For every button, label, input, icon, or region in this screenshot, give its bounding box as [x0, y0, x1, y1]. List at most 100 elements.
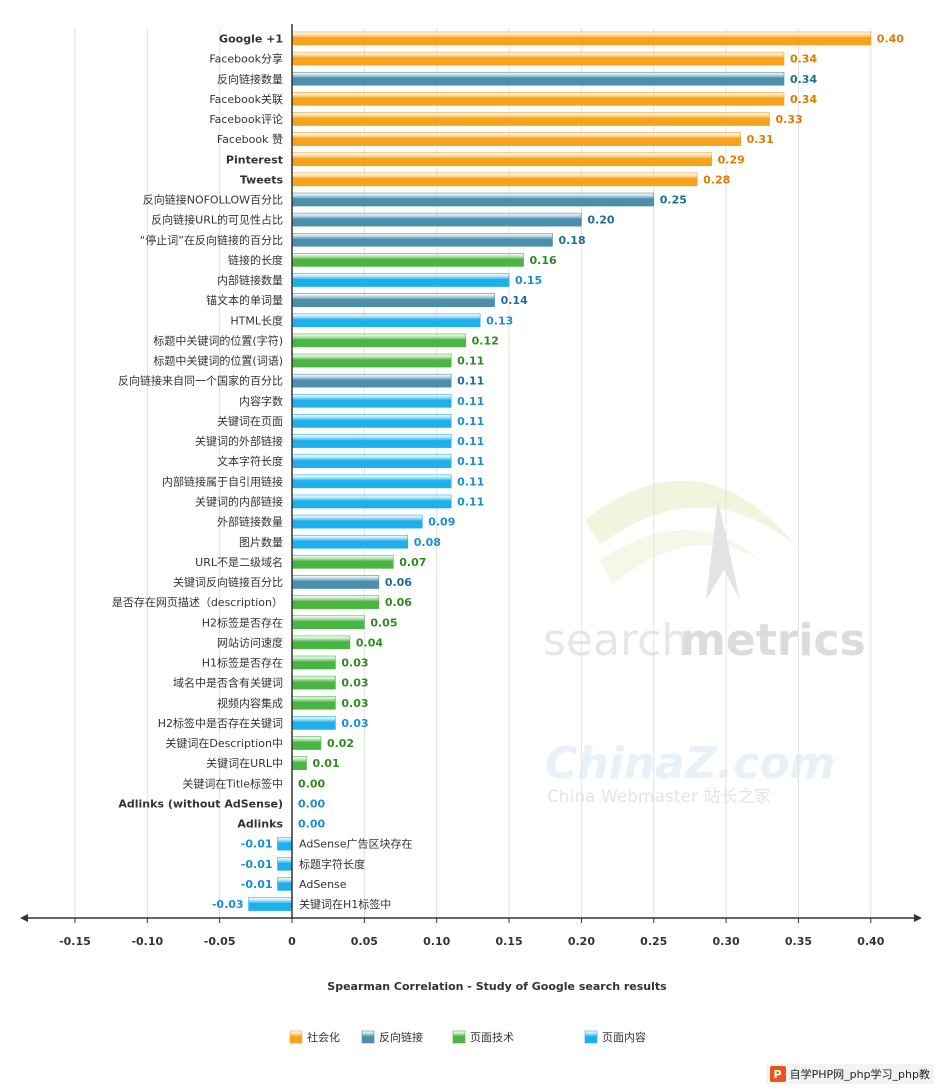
value-label-28: 0.06 [385, 596, 412, 609]
bar-30 [291, 635, 351, 650]
bar-43 [248, 897, 293, 911]
bar-29 [291, 615, 365, 630]
x-tick-label-4: 0.05 [351, 935, 378, 948]
value-label-34: 0.03 [341, 717, 368, 730]
x-tick-label-2: -0.05 [204, 935, 236, 948]
watermark-arrow [706, 500, 740, 600]
category-label-22: 内部链接属于自引用链接 [162, 474, 283, 488]
value-label-23: 0.11 [457, 495, 484, 508]
bar-11 [291, 253, 524, 267]
category-label-21: 文本字符长度 [217, 454, 283, 468]
category-label-41: 标题字符长度 [299, 857, 365, 871]
legend-label-2: 页面技术 [470, 1031, 514, 1044]
category-label-31: H1标签是否存在 [202, 656, 283, 670]
bar-10 [291, 233, 553, 247]
value-label-13: 0.14 [501, 294, 528, 307]
value-label-17: 0.11 [457, 375, 484, 388]
bar-22 [291, 474, 452, 489]
legend-label-1: 反向链接 [379, 1030, 423, 1044]
value-label-14: 0.13 [486, 314, 513, 327]
value-label-41: -0.01 [241, 858, 273, 871]
category-label-2: 反向链接数量 [217, 72, 283, 86]
value-label-33: 0.03 [341, 697, 368, 710]
bar-17 [291, 373, 452, 388]
category-label-25: 图片数量 [239, 536, 283, 549]
watermark-swoosh-2 [600, 530, 760, 585]
value-label-32: 0.03 [341, 677, 368, 690]
bar-41 [277, 857, 293, 871]
value-label-3: 0.34 [790, 93, 817, 106]
bar-33 [291, 695, 336, 710]
bar-15 [291, 333, 466, 348]
category-label-3: Facebook关联 [209, 92, 283, 106]
value-label-26: 0.07 [399, 556, 426, 569]
bar-23 [291, 494, 452, 509]
x-tick-label-0: -0.15 [59, 935, 91, 948]
legend-label-0: 社会化 [307, 1030, 340, 1044]
category-label-1: Facebook分享 [209, 52, 283, 66]
value-label-35: 0.02 [327, 737, 354, 750]
value-label-19: 0.11 [457, 415, 484, 428]
bar-16 [291, 353, 452, 368]
bar-19 [291, 414, 452, 428]
bar-25 [291, 534, 409, 549]
value-label-8: 0.25 [660, 194, 687, 207]
legend-label-3: 页面内容 [602, 1030, 646, 1044]
bar-14 [291, 313, 481, 328]
watermark-searchmetrics-a: search [543, 615, 689, 666]
category-label-27: 关键词反向链接百分比 [173, 575, 283, 589]
value-label-2: 0.34 [790, 73, 817, 86]
watermark-searchmetrics-b: metrics [680, 615, 866, 666]
category-label-0: Google +1 [219, 33, 283, 46]
category-label-18: 内容字数 [239, 394, 283, 408]
category-label-40: AdSense广告区块存在 [299, 837, 413, 851]
x-tick-label-9: 0.30 [713, 935, 740, 948]
category-label-9: 反向链接URL的可见性占比 [151, 213, 283, 227]
category-label-16: 标题中关键词的位置(词语) [153, 354, 283, 368]
legend: 社会化 反向链接 页面技术 页面内容 [289, 1030, 646, 1044]
value-label-16: 0.11 [457, 355, 484, 368]
value-label-42: -0.01 [241, 878, 273, 891]
bar-42 [277, 877, 293, 891]
bar-28 [291, 595, 380, 609]
value-label-30: 0.04 [356, 636, 383, 649]
x-axis-right-arrow-icon [914, 914, 922, 922]
x-axis-left-arrow-icon [20, 914, 28, 922]
category-label-30: 网站访问速度 [217, 635, 283, 649]
x-tick-label-7: 0.20 [568, 935, 595, 948]
value-label-11: 0.16 [530, 254, 557, 267]
category-label-7: Tweets [240, 173, 284, 186]
value-label-10: 0.18 [558, 234, 585, 247]
category-label-28: 是否存在网页描述（description） [112, 595, 283, 609]
category-label-8: 反向链接NOFOLLOW百分比 [143, 193, 283, 207]
watermark-swoosh [585, 480, 795, 545]
bar-3 [291, 92, 785, 106]
category-label-24: 外部链接数量 [217, 515, 283, 529]
watermark-chinaz: ChinaZ.com [545, 738, 836, 789]
value-label-37: 0.00 [298, 777, 325, 790]
watermark-chinaz-sub: China Webmaster 站长之家 [547, 787, 771, 807]
bar-35 [291, 736, 322, 750]
category-label-19: 关键词在页面 [217, 414, 283, 428]
category-label-34: H2标签中是否存在关键词 [158, 716, 283, 730]
category-label-37: 关键词在Title标签中 [182, 776, 283, 790]
x-tick-label-5: 0.10 [423, 935, 450, 948]
category-label-4: Facebook评论 [209, 112, 283, 126]
php-logo-icon: P [769, 1066, 786, 1082]
bar-26 [291, 555, 394, 569]
category-label-29: H2标签是否存在 [202, 615, 283, 629]
site-badge[interactable]: P 自学PHP网_php学习_php教 [765, 1064, 934, 1084]
category-label-6: Pinterest [226, 153, 283, 166]
value-label-4: 0.33 [776, 113, 803, 126]
bar-32 [291, 675, 336, 690]
x-tick-label-6: 0.15 [495, 935, 522, 948]
value-label-1: 0.34 [790, 53, 817, 66]
x-tick-label-11: 0.40 [857, 935, 884, 948]
bar-5 [291, 132, 741, 146]
value-label-27: 0.06 [385, 576, 412, 589]
bar-20 [291, 434, 452, 448]
value-label-0: 0.40 [877, 33, 904, 46]
